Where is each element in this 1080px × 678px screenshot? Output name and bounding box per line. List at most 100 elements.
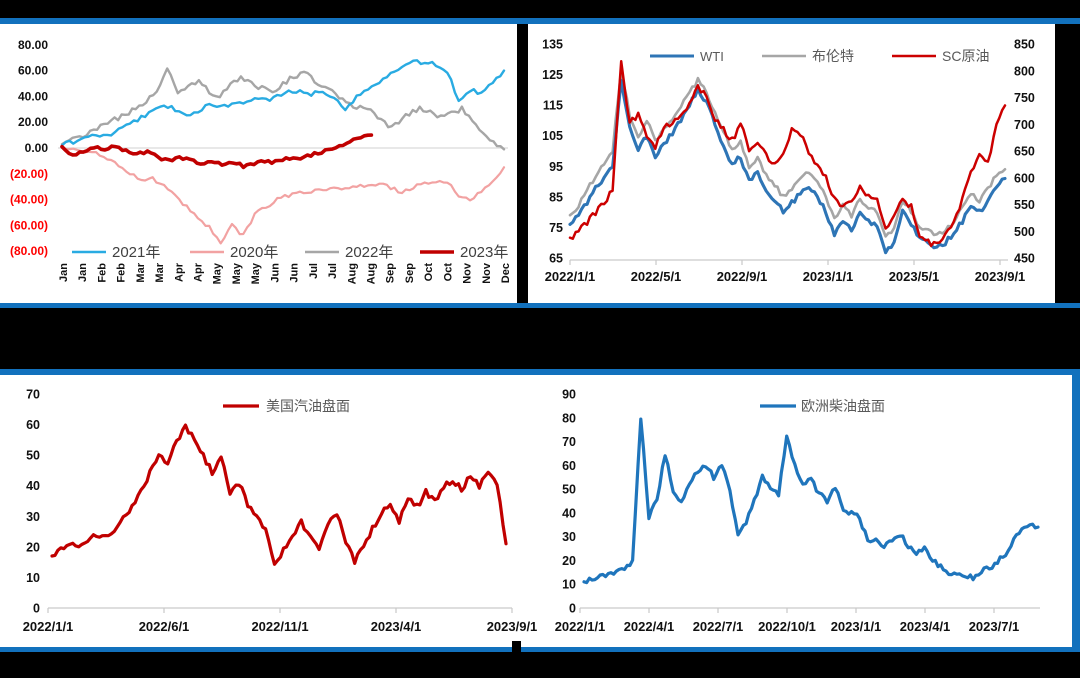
x-axis-label: 2022/4/1 bbox=[624, 619, 675, 634]
x-axis-label: Jul bbox=[308, 263, 320, 279]
black-notch bbox=[512, 641, 521, 652]
chart-panel-eu-diesel: 2022/1/1 2022/4/1 2022/7/1 2022/10/1 2023/1/… bbox=[540, 375, 1072, 647]
y-axis-label: 50 bbox=[26, 449, 40, 463]
x-axis-label: Aug bbox=[365, 263, 377, 284]
y-axis-label-left: 95 bbox=[549, 160, 563, 174]
divider-rule bbox=[0, 647, 1080, 652]
series-2021年 bbox=[60, 59, 506, 147]
legend-label: WTI bbox=[700, 49, 724, 64]
x-axis-label: May bbox=[212, 262, 224, 284]
x-axis-label: Sep bbox=[404, 263, 416, 283]
x-axis-label: Jan bbox=[58, 263, 70, 282]
y-axis-label-right: 700 bbox=[1014, 118, 1035, 132]
y-axis-label: 90 bbox=[562, 387, 576, 401]
legend-item: 欧洲柴油盘面 bbox=[760, 398, 885, 414]
y-axis-label: 40 bbox=[26, 479, 40, 493]
y-axis-label: 80 bbox=[562, 411, 576, 425]
x-axis-label: 2023/1/1 bbox=[803, 269, 854, 284]
legend-label: 2020年 bbox=[230, 244, 278, 261]
y-axis-label: 10 bbox=[26, 571, 40, 585]
y-axis-label-left: 85 bbox=[549, 190, 563, 204]
y-axis-label-right: 450 bbox=[1014, 252, 1035, 266]
y-axis-label: 70 bbox=[26, 388, 40, 402]
legend-label: 2023年 bbox=[460, 244, 508, 261]
y-axis-label: 60 bbox=[562, 459, 576, 473]
y-axis-label-left: 135 bbox=[542, 38, 563, 52]
legend-item: 2020年 bbox=[190, 244, 278, 261]
x-axis-label: 2023/1/1 bbox=[831, 619, 882, 634]
y-axis-label-left: 75 bbox=[549, 221, 563, 235]
y-axis-label: 80.00 bbox=[18, 38, 48, 52]
series-欧洲柴油盘面 bbox=[582, 417, 1040, 585]
series-2023年 bbox=[60, 133, 374, 170]
y-axis-label: 30 bbox=[26, 510, 40, 524]
x-axis-label: Jun bbox=[269, 263, 281, 283]
crude-benchmarks-chart: 2022/1/1 2022/5/1 2022/9/1 2023/1/1 2023/5/1… bbox=[542, 38, 1035, 285]
legend-item: 美国汽油盘面 bbox=[223, 398, 350, 414]
series-美国汽油盘面 bbox=[50, 423, 508, 566]
y-axis-label: 50 bbox=[562, 483, 576, 497]
x-axis-label: 2022/10/1 bbox=[758, 619, 816, 634]
divider-rule bbox=[0, 18, 1080, 24]
legend-label: 布伦特 bbox=[812, 48, 854, 64]
x-axis-label: 2022/1/1 bbox=[555, 619, 606, 634]
x-axis-label: 2023/7/1 bbox=[969, 619, 1020, 634]
y-axis-label: 20 bbox=[26, 540, 40, 554]
y-axis-label: (20.00) bbox=[10, 167, 48, 181]
x-axis-label: 2022/11/1 bbox=[251, 619, 308, 634]
x-axis-label: Feb bbox=[96, 263, 108, 283]
legend-label: 2022年 bbox=[345, 244, 393, 261]
legend-item: 2023年 bbox=[420, 244, 508, 261]
x-axis-label: Mar bbox=[154, 262, 166, 282]
y-axis-label-right: 850 bbox=[1014, 38, 1035, 52]
x-axis-label: 2023/4/1 bbox=[371, 619, 422, 634]
x-axis-label: Jan bbox=[77, 263, 89, 282]
y-axis-label-right: 550 bbox=[1014, 198, 1035, 212]
y-axis-label: 20 bbox=[562, 554, 576, 568]
y-axis-label: 70 bbox=[562, 435, 576, 449]
series-2020年 bbox=[60, 146, 506, 245]
x-axis-label: 2022/7/1 bbox=[693, 619, 744, 634]
y-axis-label: 30 bbox=[562, 530, 576, 544]
y-axis-label: 40.00 bbox=[18, 89, 48, 103]
y-axis-label: (60.00) bbox=[10, 218, 48, 232]
legend-label: 2021年 bbox=[112, 244, 160, 261]
y-axis-label: 20.00 bbox=[18, 115, 48, 129]
x-axis-label: Nov bbox=[481, 262, 493, 284]
series-WTI bbox=[568, 79, 1007, 255]
y-axis-label: (40.00) bbox=[10, 193, 48, 207]
x-axis-label: Mar bbox=[135, 262, 147, 282]
legend-item: WTI bbox=[650, 49, 724, 64]
y-axis-label-left: 115 bbox=[543, 99, 563, 113]
x-axis-label: Sep bbox=[385, 263, 397, 283]
x-axis-label: Jul bbox=[327, 263, 339, 279]
chart-panel-seasonal-spread: 80.00 60.00 40.00 20.00 0.00 (20.00) (40.00) (6… bbox=[0, 24, 517, 303]
y-axis-label: (80.00) bbox=[10, 244, 48, 258]
top-redaction-bar bbox=[0, 0, 1080, 18]
title-remnant bbox=[558, 15, 883, 18]
x-axis-label: 2023/4/1 bbox=[900, 619, 951, 634]
x-axis-label: Aug bbox=[346, 263, 358, 284]
panel-gap bbox=[517, 24, 528, 303]
x-axis-label: Oct bbox=[442, 263, 454, 282]
x-axis-label: Jun bbox=[289, 263, 301, 283]
x-axis-label: May bbox=[250, 262, 262, 284]
middle-redaction-bar bbox=[0, 308, 1080, 369]
bottom-redaction-bar bbox=[0, 652, 1080, 678]
x-axis-label: 2022/5/1 bbox=[631, 269, 682, 284]
seasonal-spread-chart: 80.00 60.00 40.00 20.00 0.00 (20.00) (40.00) (6… bbox=[10, 38, 512, 285]
y-axis-label: 0.00 bbox=[25, 141, 49, 155]
x-axis-label: 2023/9/1 bbox=[975, 269, 1026, 284]
chart-panel-us-gasoline: 2022/1/1 2022/6/1 2022/11/1 2023/4/1 2023/9/… bbox=[0, 375, 540, 647]
title-remnant bbox=[548, 366, 763, 369]
y-axis-label-right: 800 bbox=[1014, 64, 1035, 78]
series-布伦特 bbox=[568, 68, 1007, 238]
x-axis-label: 2023/5/1 bbox=[889, 269, 940, 284]
y-axis-label-left: 105 bbox=[542, 129, 563, 143]
x-axis-label: 2022/1/1 bbox=[545, 269, 596, 284]
y-axis-label-right: 650 bbox=[1014, 145, 1035, 159]
eu-diesel-chart: 2022/1/1 2022/4/1 2022/7/1 2022/10/1 2023/1/… bbox=[555, 387, 1040, 634]
chart-panel-crude-benchmarks: 2022/1/1 2022/5/1 2022/9/1 2023/1/1 2023/5/1… bbox=[528, 24, 1055, 303]
x-axis-label: Dec bbox=[500, 263, 512, 283]
